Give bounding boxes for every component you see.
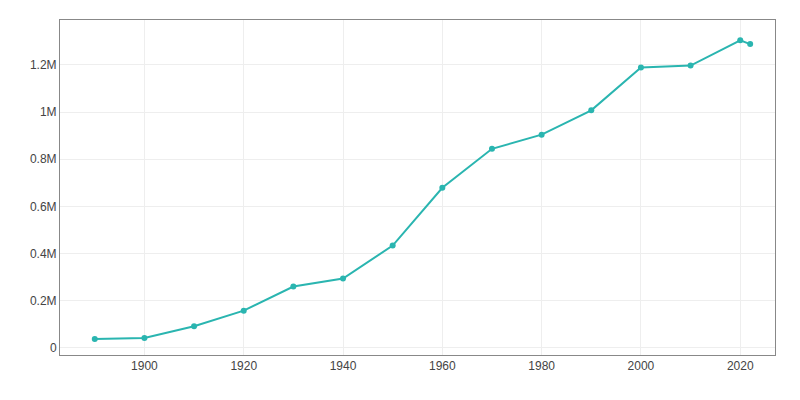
- svg-text:0.2M: 0.2M: [30, 294, 57, 308]
- svg-text:0.8M: 0.8M: [30, 152, 57, 166]
- svg-text:0.4M: 0.4M: [30, 247, 57, 261]
- svg-text:1960: 1960: [429, 359, 456, 373]
- svg-text:0.6M: 0.6M: [30, 200, 57, 214]
- svg-text:0: 0: [50, 341, 57, 355]
- svg-text:1M: 1M: [40, 105, 57, 119]
- svg-text:2020: 2020: [727, 359, 754, 373]
- svg-text:1.2M: 1.2M: [30, 58, 57, 72]
- svg-text:1980: 1980: [528, 359, 555, 373]
- svg-text:1940: 1940: [330, 359, 357, 373]
- svg-text:1920: 1920: [230, 359, 257, 373]
- svg-text:2000: 2000: [628, 359, 655, 373]
- svg-text:1900: 1900: [131, 359, 158, 373]
